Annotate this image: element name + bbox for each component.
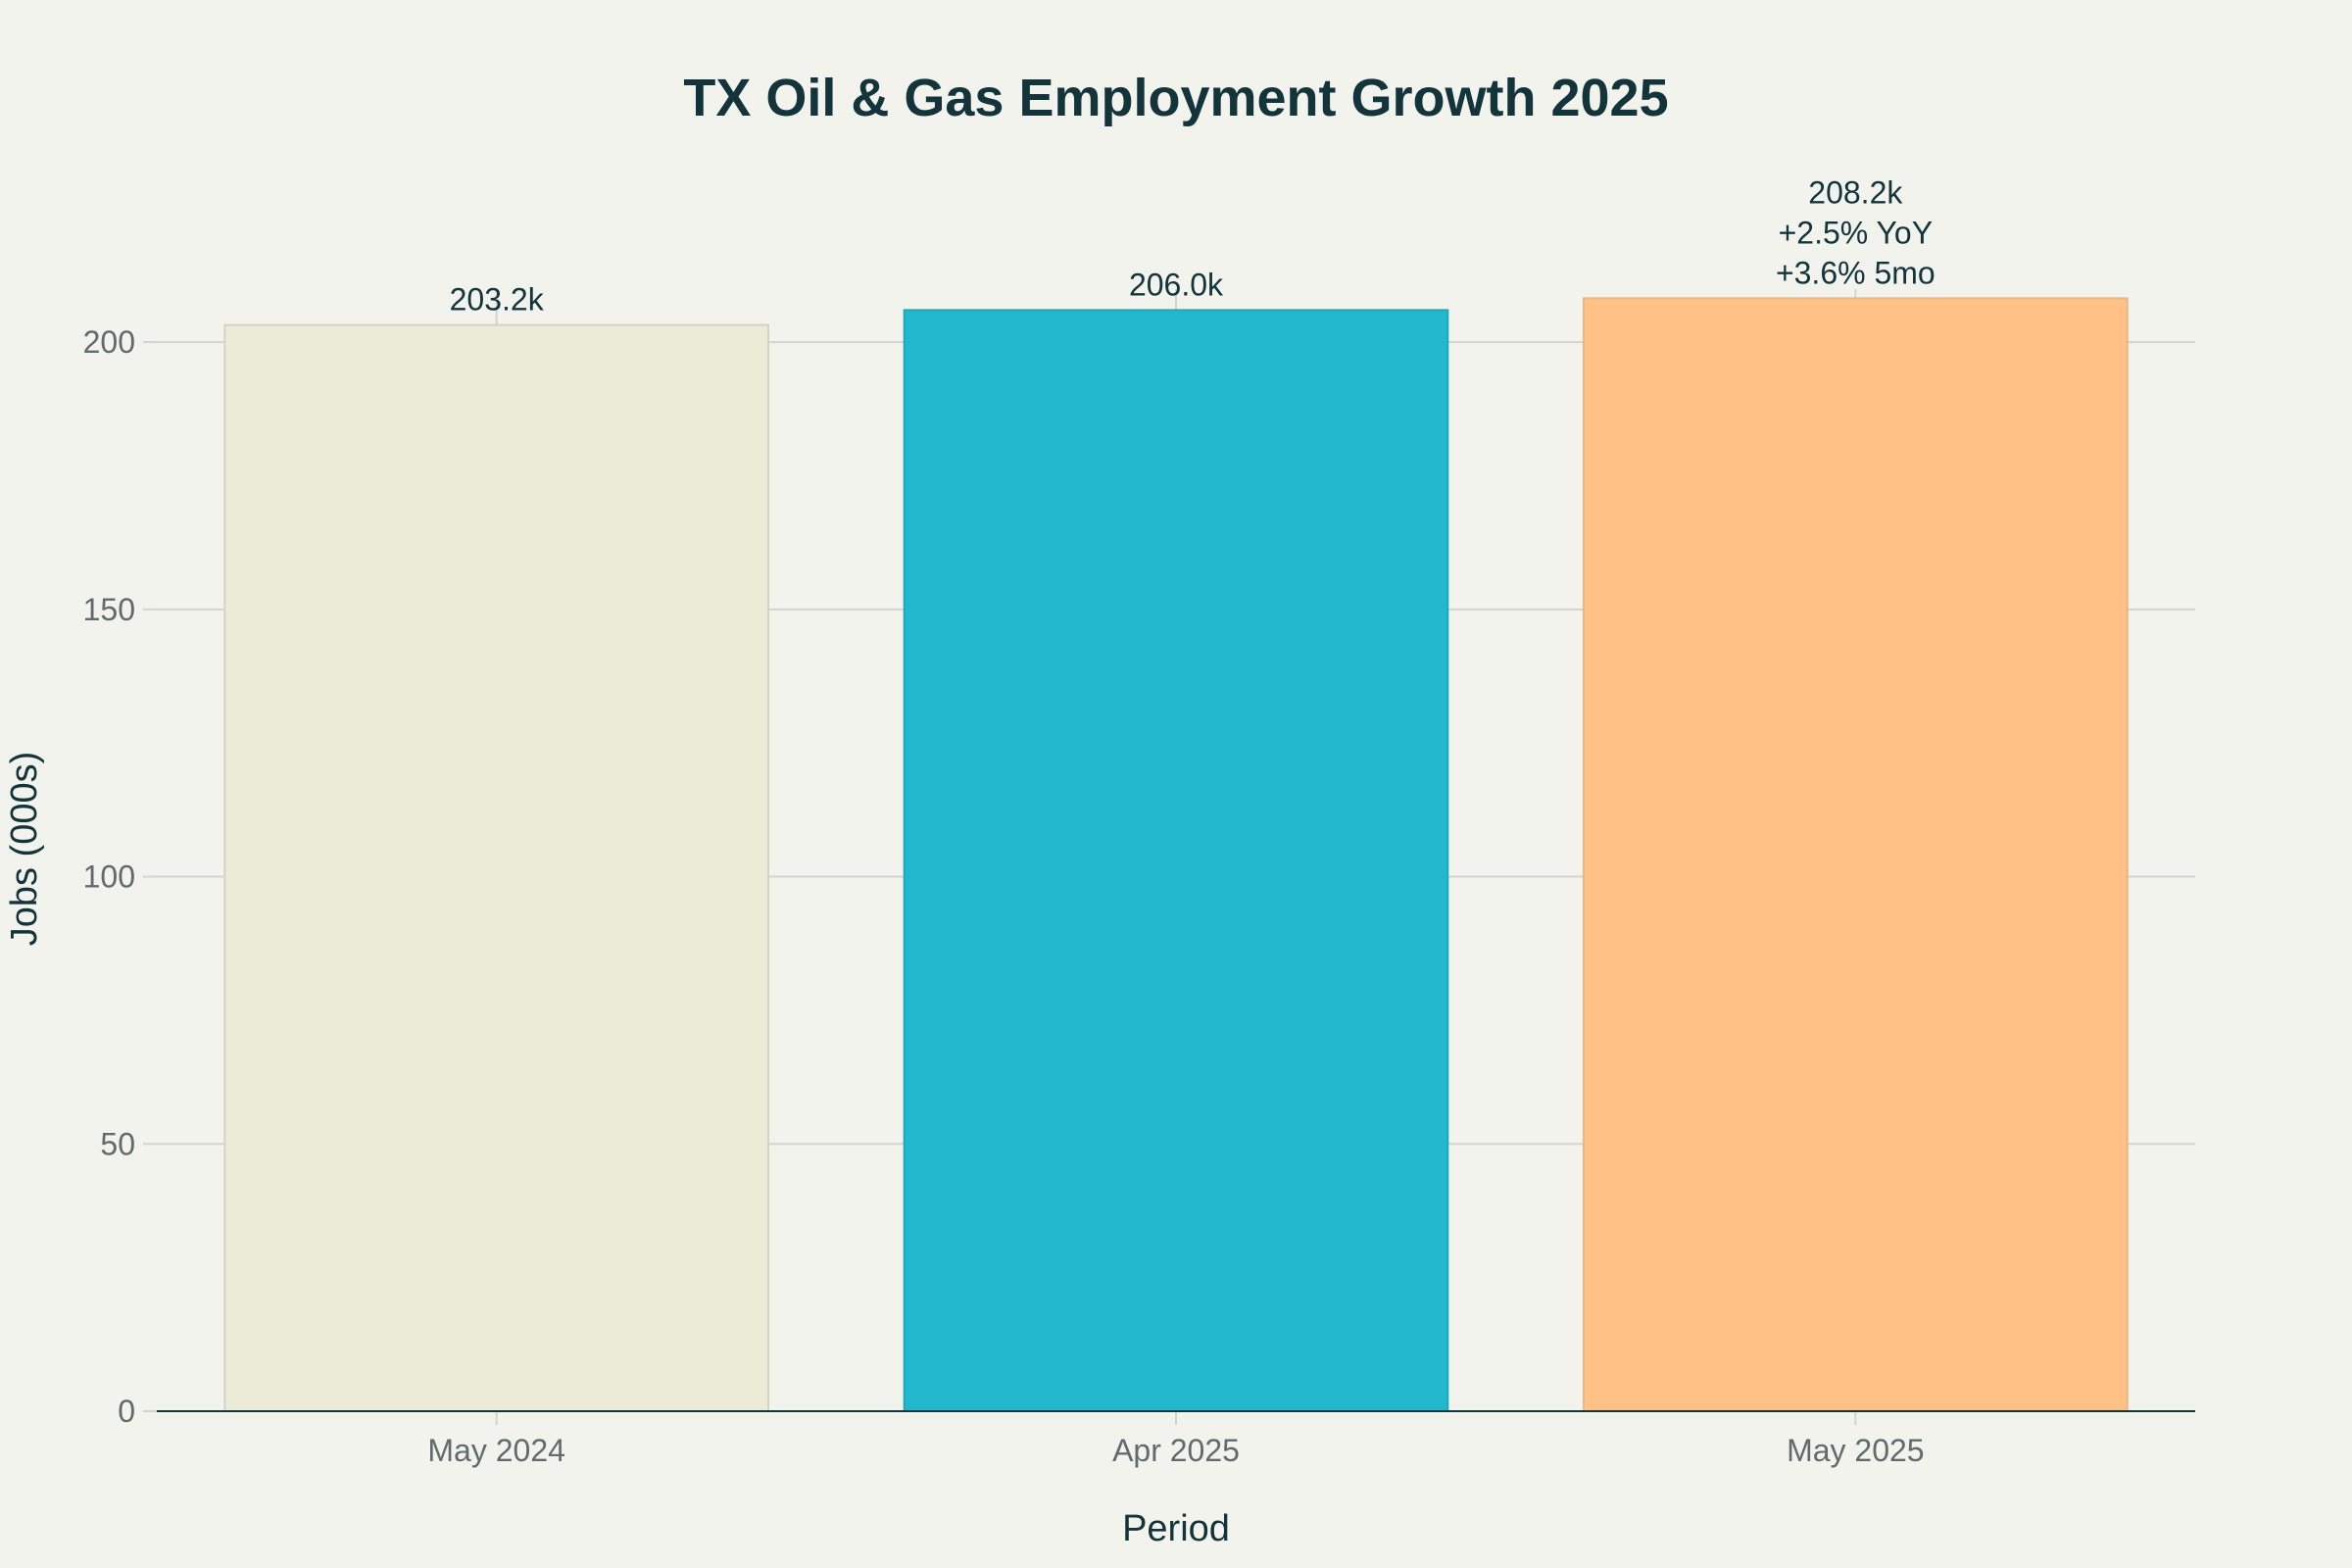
y-tick-label: 50 <box>100 1126 135 1161</box>
bar-data-label: 206.0k <box>1129 267 1224 302</box>
bar-data-label: +3.6% 5mo <box>1776 255 1936 290</box>
bar-data-label: 203.2k <box>450 282 545 318</box>
bar-may-2025 <box>1583 297 2129 1412</box>
axes: 0 50 100 150 200 May 2024 Apr 2025 May 2025 <box>83 324 2195 1468</box>
bar-apr-2025 <box>903 309 1449 1412</box>
y-tick-label: 100 <box>83 859 135 895</box>
bar-data-label: +2.5% YoY <box>1779 215 1933 250</box>
chart-title: TX Oil & Gas Employment Growth 2025 <box>683 69 1668 127</box>
bars <box>223 297 2129 1412</box>
x-tick-label: May 2024 <box>427 1433 565 1468</box>
y-tick-label: 150 <box>83 592 135 627</box>
data-labels: 203.2k 206.0k 208.2k +2.5% YoY +3.6% 5mo <box>450 174 1936 317</box>
x-axis-title: Period <box>1122 1508 1230 1549</box>
y-tick-label: 200 <box>83 324 135 360</box>
x-tick-label: Apr 2025 <box>1112 1433 1240 1468</box>
bar-may-2024 <box>223 323 770 1412</box>
x-tick-label: May 2025 <box>1787 1433 1925 1468</box>
y-tick-label: 0 <box>118 1394 135 1429</box>
bar-data-label: 208.2k <box>1808 174 1903 210</box>
y-axis-title: Jobs (000s) <box>4 752 45 947</box>
